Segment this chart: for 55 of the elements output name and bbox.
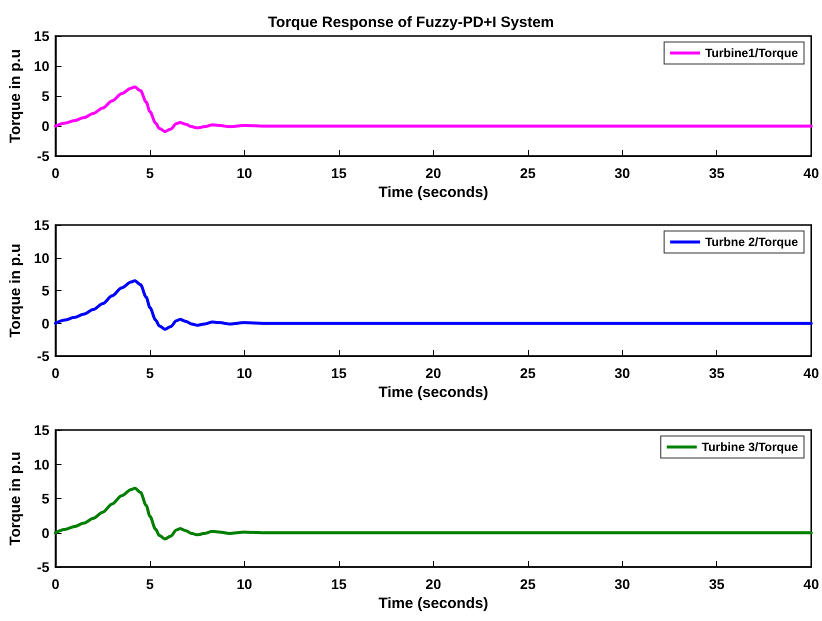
x-axis-title: Time (seconds) [378,594,488,612]
x-tick-label: 0 [52,165,60,182]
x-tick-label: 0 [52,576,60,592]
legend-label: Turbine1/Torque [705,46,798,60]
y-tick-label: -5 [37,348,50,364]
line-series [54,486,813,540]
legend-label: Turbne 2/Torque [705,235,798,249]
x-tick-label: 15 [331,165,347,182]
x-tick-label: 30 [614,365,630,382]
y-tick-label: 5 [42,88,50,104]
x-tick-label: 20 [426,365,442,382]
y-axis-title: Torque in p.u [7,49,24,143]
x-tick-label: 20 [426,576,442,592]
x-tick-label: 35 [708,576,725,592]
y-axis-title: Torque in p.u [7,452,24,546]
x-tick-label: 30 [614,576,630,592]
y-axis-title: Torque in p.u [7,244,24,338]
x-tick-label: 40 [803,165,820,182]
x-tick-label: 35 [708,165,725,182]
legend-label: Turbine 3/Torque [702,440,798,454]
x-tick-label: 35 [708,365,725,382]
x-tick-label: 0 [52,365,60,382]
x-tick-label: 5 [146,576,154,592]
x-tick-label: 20 [426,165,442,182]
x-axis-title: Time (seconds) [378,384,488,401]
x-tick-label: 30 [614,165,630,182]
x-tick-label: 5 [146,365,154,382]
y-tick-label: 10 [34,250,50,266]
y-tick-label: 5 [42,490,50,506]
x-tick-label: 40 [803,576,820,592]
x-tick-label: 5 [146,165,154,182]
y-tick-label: 0 [42,524,50,541]
y-tick-label: 15 [34,217,50,233]
y-tick-label: 15 [34,28,50,44]
x-axis-title: Time (seconds) [378,184,488,201]
chart-title: Torque Response of Fuzzy-PD+I System [268,14,554,31]
x-tick-label: 10 [236,165,252,182]
x-tick-label: 25 [520,165,536,182]
line-series [54,86,813,133]
line-series [54,279,813,331]
y-tick-label: 0 [42,315,50,332]
y-tick-label: 10 [34,58,50,74]
y-tick-label: -5 [37,559,50,575]
y-tick-label: 5 [42,282,50,299]
x-tick-label: 25 [520,365,536,382]
y-tick-label: 0 [42,118,50,134]
x-tick-label: 10 [236,576,252,592]
y-tick-label: -5 [37,148,50,164]
x-tick-label: 10 [236,365,252,382]
x-tick-label: 40 [803,365,820,382]
y-tick-label: 15 [34,422,50,438]
x-tick-label: 25 [520,576,536,592]
x-tick-label: 15 [331,365,347,382]
x-tick-label: 15 [331,576,347,592]
y-tick-label: 10 [34,456,50,472]
